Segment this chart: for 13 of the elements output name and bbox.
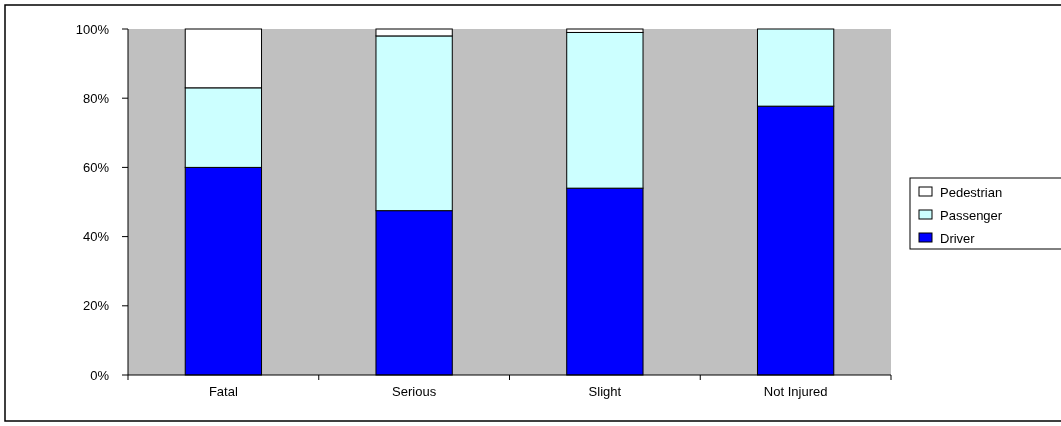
legend-label: Driver	[940, 230, 976, 246]
x-tick-label: Slight	[588, 384, 622, 399]
y-tick-label: 80%	[82, 90, 110, 106]
x-tick-label: Not Injured	[763, 384, 828, 399]
y-tick-label: 100%	[75, 21, 110, 37]
y-tick-label: 20%	[82, 298, 110, 314]
legend-label: Pedestrian	[940, 184, 1003, 200]
x-tick-label: Fatal	[208, 384, 238, 399]
legend-label: Passenger	[940, 207, 1003, 223]
y-tick-label: 60%	[82, 159, 110, 175]
y-tick-label: 40%	[82, 229, 110, 245]
y-tick-label: 0%	[90, 367, 110, 383]
x-tick-label: Serious	[392, 384, 437, 399]
